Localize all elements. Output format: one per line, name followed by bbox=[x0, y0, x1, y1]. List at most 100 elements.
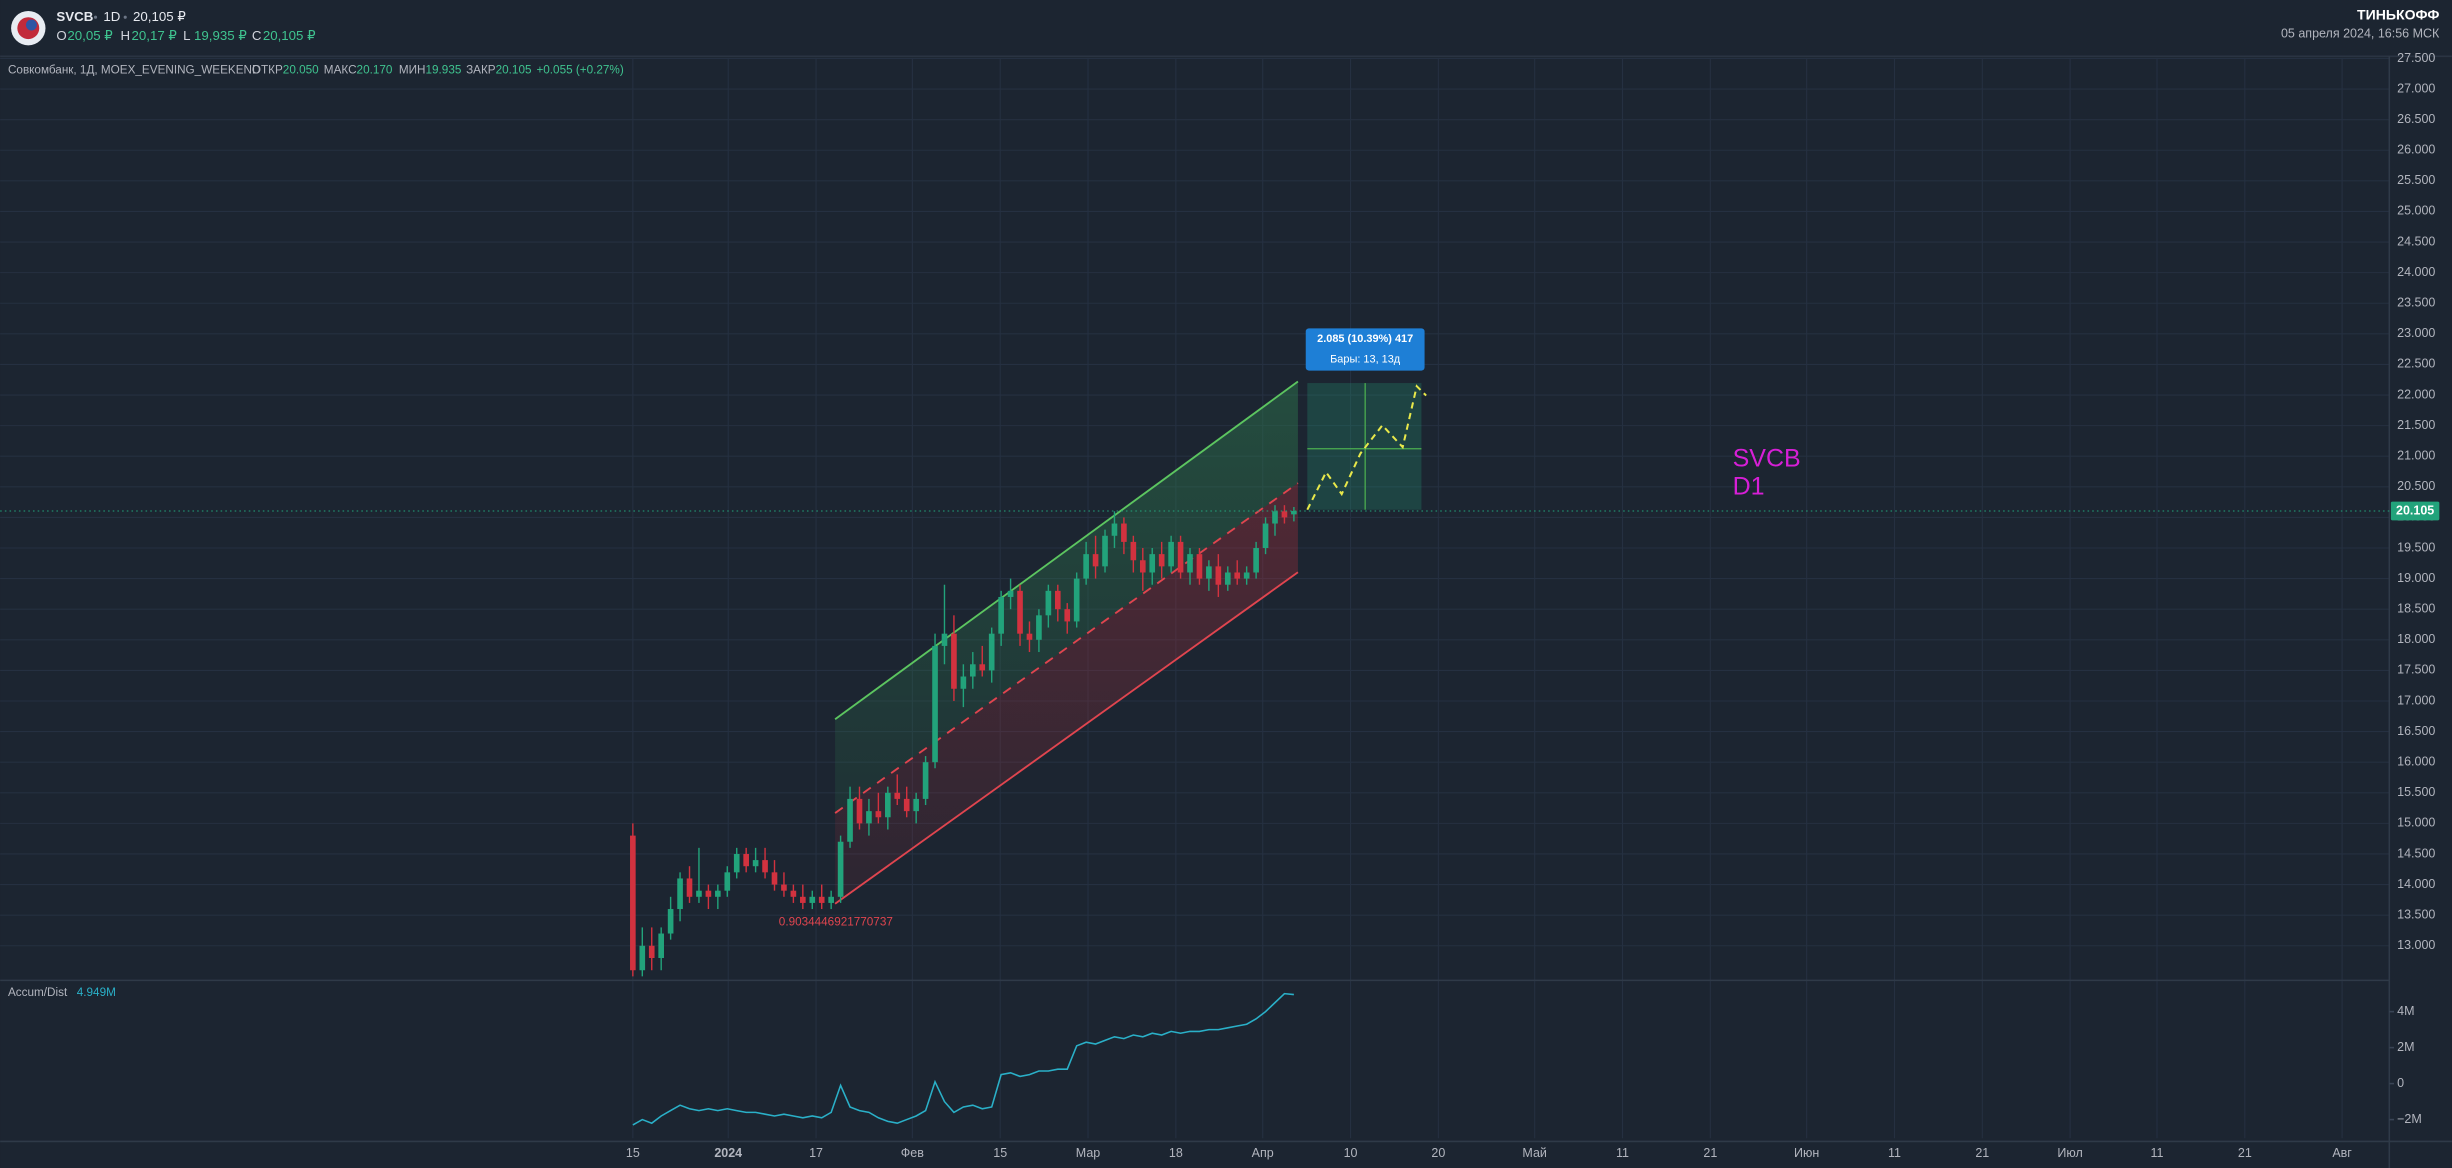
legend-label: ЗАКР bbox=[466, 63, 496, 76]
grid bbox=[0, 57, 2390, 1139]
y-tick-label: 27.000 bbox=[2397, 81, 2435, 95]
y-tick-label: 27.500 bbox=[2397, 51, 2435, 65]
candle-body bbox=[1111, 523, 1118, 536]
y-tick-label: 26.500 bbox=[2397, 112, 2435, 126]
y-tick-label: −2M bbox=[2397, 1112, 2422, 1126]
candle-body bbox=[1064, 609, 1071, 622]
x-tick-label: Авг bbox=[2332, 1146, 2352, 1160]
ohlc-label: L bbox=[183, 27, 190, 42]
candle-body bbox=[639, 945, 646, 971]
y-tick-label: 14.500 bbox=[2397, 846, 2435, 860]
y-tick-label: 14.000 bbox=[2397, 877, 2435, 891]
candle-body bbox=[648, 945, 655, 959]
candle-body bbox=[1102, 535, 1108, 567]
candle-body bbox=[771, 872, 778, 885]
candle-body bbox=[1045, 590, 1052, 616]
measure-bars: Бары: 13, 13д bbox=[1330, 354, 1401, 366]
symbol[interactable]: SVCB bbox=[56, 9, 93, 24]
candle-body bbox=[828, 896, 834, 903]
ohlc-value: 20,05 ₽ bbox=[67, 27, 112, 42]
candle-body bbox=[1196, 554, 1203, 579]
candle-body bbox=[1007, 590, 1014, 597]
note-timeframe[interactable]: D1 bbox=[1733, 472, 1765, 500]
y-tick-label: 22.000 bbox=[2397, 387, 2435, 401]
measure-box[interactable] bbox=[1307, 383, 1422, 510]
x-tick-label: 20 bbox=[1431, 1146, 1445, 1160]
candle-body bbox=[800, 896, 806, 903]
candle-body bbox=[1168, 541, 1174, 567]
x-tick-label: 10 bbox=[1344, 1146, 1358, 1160]
channel-mid-line[interactable] bbox=[834, 482, 1299, 814]
x-tick-label: 21 bbox=[2238, 1146, 2252, 1160]
y-tick-label: 17.500 bbox=[2397, 663, 2435, 677]
x-tick-label: Июл bbox=[2057, 1146, 2082, 1160]
candle-body bbox=[988, 633, 995, 671]
ohlc-label: O bbox=[56, 27, 66, 42]
candle-body bbox=[1262, 523, 1269, 549]
x-tick-label: Мар bbox=[1076, 1146, 1101, 1160]
y-tick-label: 17.000 bbox=[2397, 693, 2435, 707]
ohlc-value: 20,105 ₽ bbox=[263, 27, 316, 42]
channel-bottom-line[interactable] bbox=[834, 571, 1299, 905]
price-tag bbox=[2390, 501, 2440, 521]
projection-path[interactable] bbox=[1306, 384, 1427, 511]
legend-change: +0.055 (+0.27%) bbox=[536, 63, 623, 76]
candle-body bbox=[894, 792, 901, 799]
y-tick-label: 18.500 bbox=[2397, 601, 2435, 615]
candle-body bbox=[733, 853, 740, 873]
candle-body bbox=[847, 798, 853, 842]
candle-body bbox=[1026, 633, 1033, 640]
y-tick-label: 16.500 bbox=[2397, 724, 2435, 738]
x-tick-label: 21 bbox=[1703, 1146, 1717, 1160]
interval[interactable]: 1D bbox=[103, 9, 120, 24]
legend-value: 19.935 bbox=[426, 63, 462, 76]
plot: 15 2024 17 Фев 15 Мар 18 Апр 10 20 Май 11 21 Июн 11 21 И… bbox=[0, 51, 2440, 1160]
y-tick-label: 19.000 bbox=[2397, 571, 2435, 585]
candle-body bbox=[1187, 554, 1193, 573]
price-tag-label: 20.105 bbox=[2396, 503, 2434, 517]
y-tick-label: 15.000 bbox=[2397, 816, 2435, 830]
x-tick-label: 15 bbox=[993, 1146, 1007, 1160]
y-tick-label: 16.000 bbox=[2397, 754, 2435, 768]
candle-body bbox=[696, 890, 702, 897]
candle-body bbox=[1272, 511, 1278, 524]
candle-body bbox=[1092, 554, 1099, 567]
candle-body bbox=[1130, 541, 1137, 561]
candle-body bbox=[809, 896, 816, 903]
channel-top-line[interactable] bbox=[834, 380, 1299, 721]
candle-body bbox=[960, 676, 967, 689]
symbol-icon-dot bbox=[25, 19, 37, 31]
ohlc-value: 20,17 ₽ bbox=[131, 27, 176, 42]
legend-value: 20.105 bbox=[496, 63, 532, 76]
candle-body bbox=[762, 860, 768, 873]
note-symbol[interactable]: SVCB bbox=[1733, 444, 1801, 472]
candle-body bbox=[1234, 572, 1241, 579]
candle-body bbox=[630, 835, 636, 971]
candle-body bbox=[969, 664, 976, 677]
channel-lower-fill bbox=[835, 483, 1298, 904]
candle-body bbox=[866, 811, 872, 824]
y-tick-label: 24.500 bbox=[2397, 234, 2435, 248]
candle-body bbox=[686, 878, 693, 897]
y-tick-label: 21.000 bbox=[2397, 449, 2435, 463]
candle-body bbox=[885, 792, 891, 818]
measure-change: 2.085 (10.39%) 417 bbox=[1317, 333, 1413, 345]
y-tick-label: 21.500 bbox=[2397, 418, 2435, 432]
candle-body bbox=[715, 890, 721, 897]
y-tick-label: 4M bbox=[2397, 1004, 2414, 1018]
separator bbox=[123, 15, 127, 19]
candle-body bbox=[705, 890, 712, 897]
candle-body bbox=[979, 664, 986, 671]
candle-body bbox=[1224, 572, 1231, 585]
candle-body bbox=[837, 841, 844, 897]
candle-body bbox=[1054, 590, 1061, 610]
candle-body bbox=[1036, 615, 1042, 640]
y-tick-label: 23.000 bbox=[2397, 326, 2435, 340]
header-price: 20,105 ₽ bbox=[133, 9, 186, 24]
x-tick-label: Июн bbox=[1794, 1146, 1819, 1160]
candle-body bbox=[724, 872, 731, 891]
candle-body bbox=[1243, 572, 1250, 579]
x-tick-label: 2024 bbox=[714, 1146, 742, 1160]
